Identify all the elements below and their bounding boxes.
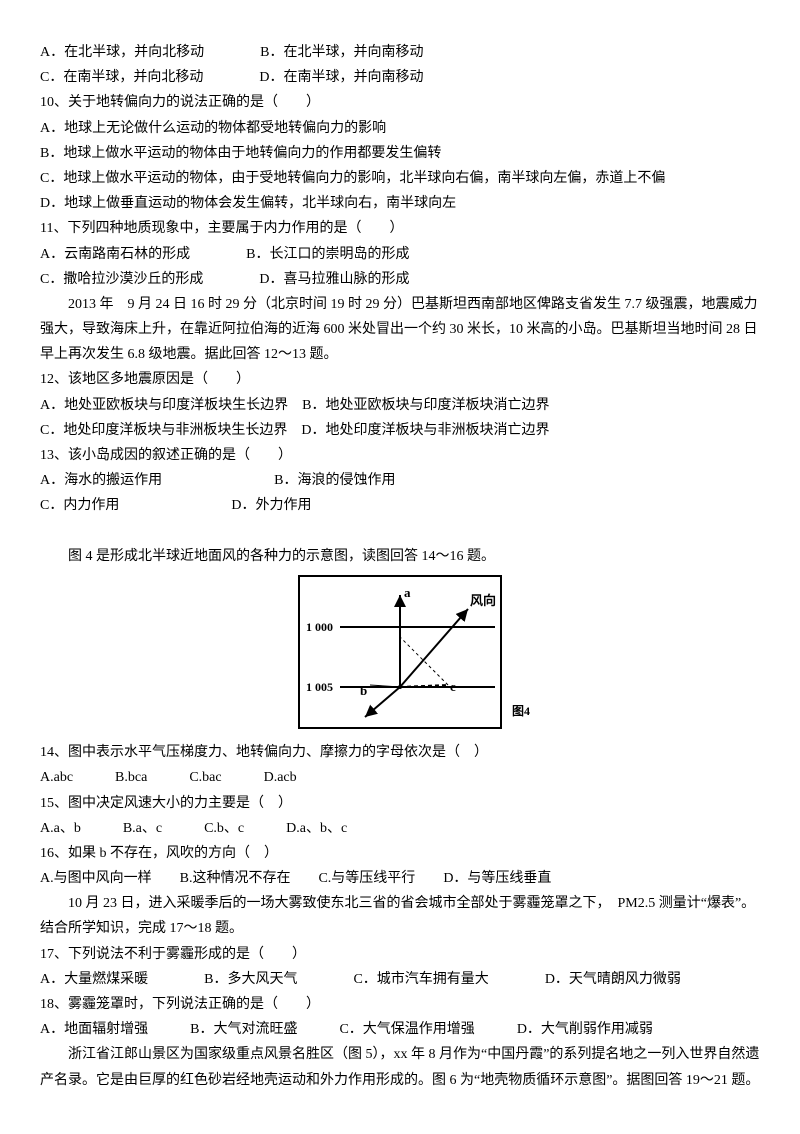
q18-stem: 18、雾霾笼罩时，下列说法正确的是（ ）	[40, 992, 760, 1017]
q16-options: A.与图中风向一样 B.这种情况不存在 C.与等压线平行 D．与等压线垂直	[40, 866, 760, 891]
exam-page: A．在北半球，并向北移动 B．在北半球，并向南移动 C．在南半球，并向北移动 D…	[0, 0, 800, 1133]
label-c: c	[450, 679, 456, 694]
q14-stem: 14、图中表示水平气压梯度力、地转偏向力、摩擦力的字母依次是（ ）	[40, 740, 760, 765]
q18-opt-d: D．大气削弱作用减弱	[517, 1022, 653, 1037]
q17-options: A．大量燃煤采暖 B．多大风天气 C．城市汽车拥有量大 D．天气晴朗风力微弱	[40, 967, 760, 992]
q11-opt-b: B．长江口的崇明岛的形成	[246, 247, 409, 262]
q15-opt-d: D.a、b、c	[286, 821, 347, 836]
q10-opt-a: A．地球上无论做什么运动的物体都受地转偏向力的影响	[40, 116, 760, 141]
q14-options: A.abc B.bca C.bac D.acb	[40, 765, 760, 790]
q17-opt-d: D．天气晴朗风力微弱	[545, 972, 681, 987]
q15-opt-c: C.b、c	[204, 821, 244, 836]
q9-opt-b: B．在北半球，并向南移动	[260, 45, 423, 60]
isobar-1000: 1 000	[306, 620, 333, 634]
q11-opt-c: C．撒哈拉沙漠沙丘的形成	[40, 272, 203, 287]
isobar-1005: 1 005	[306, 680, 333, 694]
figure-4-caption: 图4	[512, 701, 530, 723]
q17-opt-a: A．大量燃煤采暖	[40, 972, 148, 987]
q18-options: A．地面辐射增强 B．大气对流旺盛 C．大气保温作用增强 D．大气削弱作用减弱	[40, 1017, 760, 1042]
q18-opt-b: B．大气对流旺盛	[190, 1022, 297, 1037]
q11-stem: 11、下列四种地质现象中，主要属于内力作用的是（ ）	[40, 216, 760, 241]
q14-opt-b: B.bca	[115, 770, 147, 785]
figure-4: 1 000 1 005 a 风向 c b 图4	[298, 575, 502, 729]
q11-opt-d: D．喜马拉雅山脉的形成	[259, 272, 409, 287]
q9-opt-a: A．在北半球，并向北移动	[40, 45, 204, 60]
passage-2: 图 4 是形成北半球近地面风的各种力的示意图，读图回答 14～16 题。	[40, 544, 760, 569]
q12-opt-a: A．地处亚欧板块与印度洋板块生长边界	[40, 398, 288, 413]
q13-opt-a: A．海水的搬运作用	[40, 473, 162, 488]
label-wind: 风向	[470, 593, 496, 608]
q11-opt-a: A．云南路南石林的形成	[40, 247, 190, 262]
q18-opt-a: A．地面辐射增强	[40, 1022, 148, 1037]
passage-1: 2013 年 9 月 24 日 16 时 29 分（北京时间 19 时 29 分…	[40, 292, 760, 368]
q12-stem: 12、该地区多地震原因是（ ）	[40, 367, 760, 392]
q16-opt-b: B.这种情况不存在	[180, 871, 291, 886]
q9-option-row-1: A．在北半球，并向北移动 B．在北半球，并向南移动	[40, 40, 760, 65]
q17-stem: 17、下列说法不利于雾霾形成的是（ ）	[40, 942, 760, 967]
q13-options-row-2: C．内力作用 D．外力作用	[40, 493, 760, 518]
q17-opt-c: C．城市汽车拥有量大	[353, 972, 488, 987]
q11-options-row-2: C．撒哈拉沙漠沙丘的形成 D．喜马拉雅山脉的形成	[40, 267, 760, 292]
q15-opt-a: A.a、b	[40, 821, 81, 836]
q12-opt-b: B．地处亚欧板块与印度洋板块消亡边界	[302, 398, 549, 413]
q14-opt-d: D.acb	[264, 770, 297, 785]
q15-stem: 15、图中决定风速大小的力主要是（ ）	[40, 791, 760, 816]
q16-stem: 16、如果 b 不存在，风吹的方向（ ）	[40, 841, 760, 866]
q12-options-row-1: A．地处亚欧板块与印度洋板块生长边界 B．地处亚欧板块与印度洋板块消亡边界	[40, 393, 760, 418]
q15-options: A.a、b B.a、c C.b、c D.a、b、c	[40, 816, 760, 841]
q16-opt-a: A.与图中风向一样	[40, 871, 152, 886]
q10-stem: 10、关于地转偏向力的说法正确的是（ ）	[40, 90, 760, 115]
q11-options-row-1: A．云南路南石林的形成 B．长江口的崇明岛的形成	[40, 242, 760, 267]
q13-opt-b: B．海浪的侵蚀作用	[274, 473, 395, 488]
q10-opt-d: D．地球上做垂直运动的物体会发生偏转，北半球向右，南半球向左	[40, 191, 760, 216]
q12-opt-c: C．地处印度洋板块与非洲板块生长边界	[40, 423, 287, 438]
q9-opt-d: D．在南半球，并向南移动	[259, 70, 423, 85]
q13-opt-d: D．外力作用	[231, 498, 311, 513]
q13-opt-c: C．内力作用	[40, 498, 119, 513]
q16-opt-c: C.与等压线平行	[318, 871, 415, 886]
q16-opt-d: D．与等压线垂直	[443, 871, 551, 886]
q10-opt-c: C．地球上做水平运动的物体，由于受地转偏向力的影响，北半球向右偏，南半球向左偏，…	[40, 166, 760, 191]
q12-opt-d: D．地处印度洋板块与非洲板块消亡边界	[301, 423, 549, 438]
q15-opt-b: B.a、c	[123, 821, 162, 836]
label-a: a	[404, 585, 411, 600]
passage-3: 10 月 23 日，进入采暖季后的一场大雾致使东北三省的省会城市全部处于雾霾笼罩…	[40, 891, 760, 941]
q9-opt-c: C．在南半球，并向北移动	[40, 70, 203, 85]
q14-opt-a: A.abc	[40, 770, 73, 785]
label-b: b	[360, 683, 367, 698]
q13-stem: 13、该小岛成因的叙述正确的是（ ）	[40, 443, 760, 468]
q17-opt-b: B．多大风天气	[204, 972, 297, 987]
q18-opt-c: C．大气保温作用增强	[339, 1022, 474, 1037]
q14-opt-c: C.bac	[189, 770, 221, 785]
figure-4-svg: 1 000 1 005 a 风向 c b	[300, 577, 500, 727]
q13-options-row-1: A．海水的搬运作用 B．海浪的侵蚀作用	[40, 468, 760, 493]
passage-4: 浙江省江郎山景区为国家级重点风景名胜区（图 5），xx 年 8 月作为“中国丹霞…	[40, 1042, 760, 1092]
q9-option-row-2: C．在南半球，并向北移动 D．在南半球，并向南移动	[40, 65, 760, 90]
q10-opt-b: B．地球上做水平运动的物体由于地转偏向力的作用都要发生偏转	[40, 141, 760, 166]
figure-4-wrap: 1 000 1 005 a 风向 c b 图4	[40, 575, 760, 738]
q12-options-row-2: C．地处印度洋板块与非洲板块生长边界 D．地处印度洋板块与非洲板块消亡边界	[40, 418, 760, 443]
